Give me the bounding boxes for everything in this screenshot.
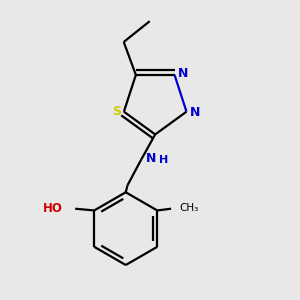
Text: N: N	[146, 152, 156, 165]
Text: N: N	[190, 106, 201, 119]
Text: H: H	[159, 155, 169, 165]
Text: CH₃: CH₃	[180, 203, 199, 213]
Text: N: N	[178, 67, 188, 80]
Text: HO: HO	[43, 202, 63, 215]
Text: S: S	[112, 105, 121, 118]
